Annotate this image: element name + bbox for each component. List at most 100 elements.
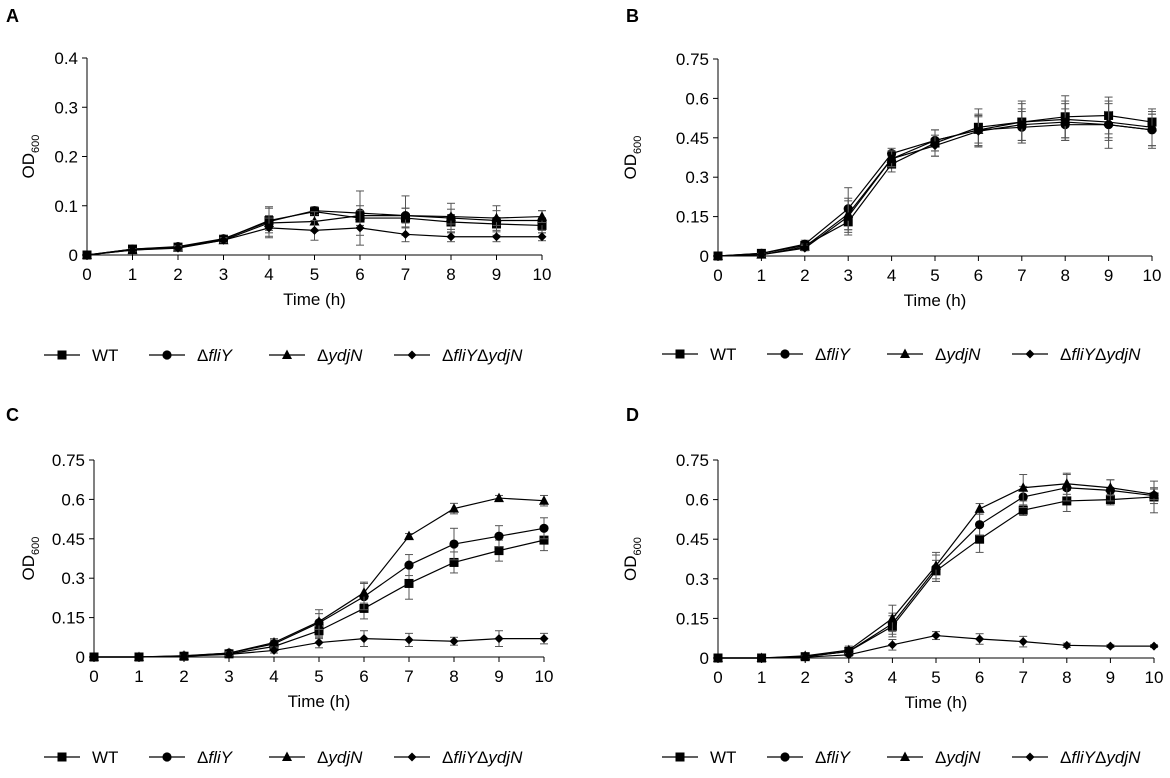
y-axis-title: OD600 bbox=[621, 136, 644, 180]
y-tick-label: 0.15 bbox=[676, 609, 709, 628]
data-point bbox=[359, 634, 369, 644]
legend-item: ΔydjN bbox=[887, 345, 981, 364]
y-tick-label: 0.1 bbox=[54, 197, 78, 216]
y-tick-label: 0.4 bbox=[54, 49, 78, 68]
x-tick-label: 3 bbox=[843, 266, 852, 285]
y-axis-title: OD600 bbox=[621, 537, 644, 581]
data-point bbox=[269, 637, 279, 647]
legend-label: WT bbox=[92, 748, 118, 767]
x-tick-label: 10 bbox=[1145, 668, 1164, 687]
series-diamond bbox=[713, 100, 1157, 261]
legend-item: ΔfliY bbox=[767, 345, 852, 364]
x-tick-label: 3 bbox=[224, 667, 233, 686]
x-tick-label: 10 bbox=[535, 667, 554, 686]
legend-item: WT bbox=[662, 748, 736, 767]
data-point bbox=[974, 503, 985, 513]
legend-item: ΔfliYΔydjN bbox=[1012, 345, 1141, 364]
data-point bbox=[537, 211, 547, 221]
data-point bbox=[449, 557, 459, 567]
data-point bbox=[264, 223, 274, 233]
x-tick-label: 4 bbox=[887, 266, 896, 285]
legend-item: WT bbox=[44, 748, 118, 767]
data-point bbox=[756, 250, 766, 260]
x-tick-label: 7 bbox=[1017, 266, 1026, 285]
x-axis-title: Time (h) bbox=[288, 692, 351, 711]
y-axis-title: OD600 bbox=[19, 135, 42, 179]
data-point bbox=[975, 534, 985, 544]
data-point bbox=[537, 232, 547, 242]
y-tick-label: 0.6 bbox=[685, 89, 709, 108]
data-point bbox=[82, 250, 92, 260]
data-point bbox=[269, 645, 279, 655]
legend-label: ΔfliYΔydjN bbox=[442, 748, 523, 767]
data-point bbox=[355, 223, 365, 233]
data-point bbox=[134, 652, 144, 662]
legend: WT ΔfliY ΔydjN ΔfliYΔydjN bbox=[662, 345, 1141, 364]
legend-label: ΔydjN bbox=[317, 346, 363, 365]
data-point bbox=[491, 212, 502, 223]
legend-item: ΔydjN bbox=[887, 748, 981, 767]
x-tick-label: 8 bbox=[1060, 266, 1069, 285]
legend-marker bbox=[57, 350, 67, 360]
x-tick-label: 10 bbox=[533, 265, 552, 284]
legend-label: ΔfliY bbox=[197, 346, 234, 365]
x-tick-label: 6 bbox=[355, 265, 364, 284]
legend-marker bbox=[282, 751, 292, 761]
data-point bbox=[1105, 482, 1116, 492]
x-tick-label: 6 bbox=[974, 266, 983, 285]
legend-item: ΔfliY bbox=[767, 748, 852, 767]
x-tick-label: 4 bbox=[264, 265, 273, 284]
y-tick-label: 0.45 bbox=[676, 530, 709, 549]
y-tick-label: 0.15 bbox=[676, 208, 709, 227]
legend-label: ΔfliYΔydjN bbox=[1060, 345, 1141, 364]
legend-item: ΔfliY bbox=[149, 346, 234, 365]
data-point bbox=[539, 523, 549, 533]
legend-marker bbox=[900, 751, 910, 761]
y-tick-label: 0.45 bbox=[52, 530, 85, 549]
y-axis-title: OD600 bbox=[19, 537, 42, 581]
x-tick-label: 5 bbox=[931, 668, 940, 687]
x-tick-label: 10 bbox=[1143, 266, 1162, 285]
data-point bbox=[1147, 125, 1157, 135]
series-diamond bbox=[89, 630, 549, 662]
x-tick-label: 2 bbox=[173, 265, 182, 284]
data-point bbox=[1018, 637, 1028, 647]
panel-label: A bbox=[6, 6, 19, 26]
data-point bbox=[173, 243, 183, 253]
data-point bbox=[494, 634, 504, 644]
x-tick-label: 6 bbox=[359, 667, 368, 686]
x-tick-label: 8 bbox=[1062, 668, 1071, 687]
x-tick-label: 3 bbox=[844, 668, 853, 687]
legend: WT ΔfliY ΔydjN ΔfliYΔydjN bbox=[44, 748, 523, 767]
data-point bbox=[314, 616, 324, 626]
chart-panel-b: B 0 0.15 0.3 0.45 0.6 0.75 0 1 2 3 4 5 6 7 8 9 10 Time (h)… bbox=[621, 6, 1161, 364]
legend-label: ΔfliY bbox=[815, 345, 852, 364]
y-tick-label: 0 bbox=[700, 649, 709, 668]
data-point bbox=[400, 210, 411, 220]
data-point bbox=[1061, 478, 1072, 488]
y-tick-label: 0.3 bbox=[61, 569, 85, 588]
y-tick-label: 0.75 bbox=[676, 50, 709, 69]
x-tick-label: 4 bbox=[888, 668, 897, 687]
data-point bbox=[219, 235, 228, 245]
x-tick-label: 0 bbox=[82, 265, 91, 284]
data-point bbox=[931, 560, 941, 570]
data-point bbox=[713, 653, 723, 663]
data-point bbox=[973, 126, 983, 136]
data-point bbox=[494, 492, 504, 503]
legend-item: ΔydjN bbox=[269, 346, 363, 365]
panel-label: D bbox=[626, 405, 639, 425]
x-tick-label: 9 bbox=[494, 667, 503, 686]
data-point bbox=[975, 520, 985, 530]
data-point bbox=[1018, 505, 1028, 515]
panel-label: B bbox=[626, 6, 639, 26]
data-point bbox=[224, 649, 234, 659]
data-point bbox=[446, 211, 456, 221]
data-point bbox=[843, 644, 854, 655]
series-diamond bbox=[82, 210, 547, 260]
legend-label: ΔfliY bbox=[815, 748, 852, 767]
data-point bbox=[800, 243, 810, 253]
data-point bbox=[1017, 120, 1027, 130]
data-point bbox=[757, 653, 767, 663]
